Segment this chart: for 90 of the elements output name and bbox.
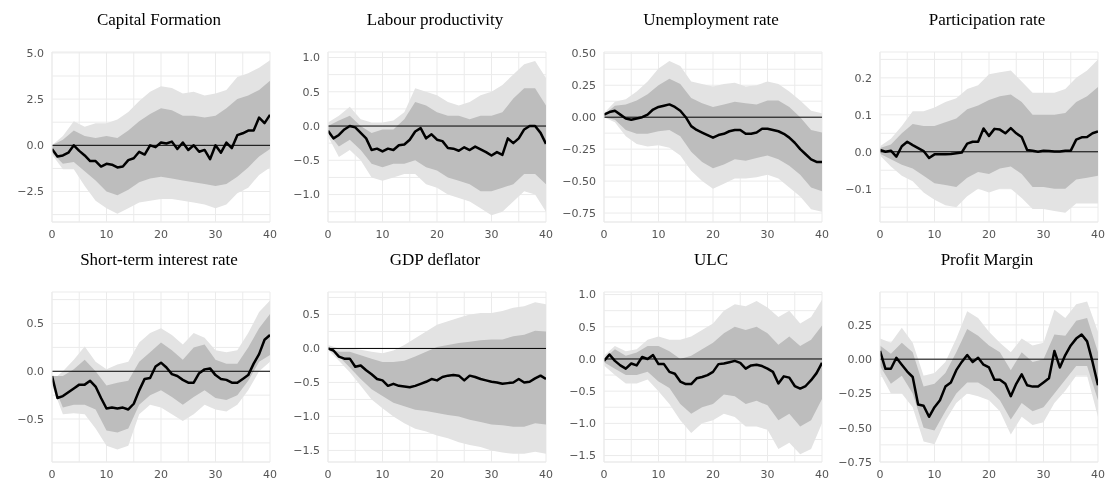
- chart-title: Short-term interest rate: [79, 249, 239, 271]
- y-tick-label: −0.75: [838, 455, 872, 469]
- x-tick-label: 20: [154, 227, 168, 241]
- x-tick-label: 30: [208, 467, 223, 481]
- x-tick-label: 0: [600, 227, 608, 241]
- y-tick-label: −2.5: [17, 185, 44, 199]
- x-tick-label: 10: [375, 227, 390, 241]
- line-series: [880, 333, 1098, 419]
- y-tick-label: 0.0: [302, 119, 320, 133]
- y-tick-label: 0.5: [26, 317, 44, 331]
- x-tick-label: 10: [927, 467, 942, 481]
- line-series: [52, 113, 270, 169]
- x-tick-label: 20: [706, 227, 720, 241]
- x-tick-label: 20: [982, 467, 996, 481]
- x-tick-label: 0: [600, 467, 608, 481]
- x-tick-label: 30: [484, 227, 499, 241]
- y-tick-label: −0.25: [838, 387, 872, 401]
- y-tick-label: 0.5: [302, 308, 320, 322]
- x-tick-label: 30: [484, 467, 499, 481]
- y-tick-label: −1.5: [569, 449, 596, 463]
- y-tick-label: 0.1: [854, 108, 872, 122]
- x-tick-label: 0: [48, 467, 56, 481]
- y-tick-label: 0.5: [578, 320, 596, 334]
- y-tick-label: 2.5: [26, 93, 44, 107]
- y-tick-label: −0.5: [293, 376, 320, 390]
- chart-title: GDP deflator: [388, 249, 482, 271]
- x-tick-label: 10: [99, 467, 114, 481]
- x-tick-label: 40: [815, 227, 829, 241]
- chart-title: Participation rate: [927, 9, 1047, 31]
- x-tick-label: 40: [539, 227, 553, 241]
- x-tick-label: 40: [263, 227, 277, 241]
- x-tick-label: 0: [876, 227, 884, 241]
- y-tick-label: −0.50: [562, 175, 596, 188]
- x-tick-label: 40: [539, 467, 553, 481]
- x-tick-label: 10: [651, 227, 666, 241]
- x-tick-label: 0: [324, 467, 332, 481]
- y-tick-label: −0.5: [17, 412, 44, 426]
- y-tick-label: 0.0: [854, 145, 872, 159]
- chart-title: ULC: [693, 249, 729, 271]
- y-tick-label: −0.75: [562, 206, 596, 220]
- x-tick-label: 30: [760, 227, 775, 241]
- y-tick-label: 0.25: [847, 318, 872, 332]
- x-tick-label: 10: [651, 467, 666, 481]
- x-tick-label: 0: [876, 467, 884, 481]
- y-tick-label: 0.00: [847, 353, 872, 367]
- chart-title: Labour productivity: [365, 9, 505, 31]
- x-tick-label: 10: [375, 467, 390, 481]
- x-tick-label: 20: [154, 467, 168, 481]
- x-tick-label: 40: [1091, 227, 1105, 241]
- x-tick-label: 20: [982, 227, 996, 241]
- line-series: [328, 124, 546, 157]
- y-tick-label: −0.5: [569, 385, 596, 399]
- y-tick-label: 0.5: [302, 85, 320, 99]
- x-tick-label: 40: [1091, 467, 1105, 481]
- chart-title: Unemployment rate: [642, 9, 780, 31]
- y-tick-label: −0.25: [562, 143, 596, 157]
- y-tick-label: 1.0: [302, 51, 320, 65]
- x-tick-label: 0: [48, 227, 56, 241]
- y-tick-label: 0.2: [854, 71, 872, 85]
- y-tick-label: 0.0: [26, 365, 44, 379]
- y-tick-label: 0.0: [578, 352, 596, 366]
- x-tick-label: 40: [815, 467, 829, 481]
- y-tick-label: −0.5: [293, 154, 320, 168]
- y-tick-label: 5.0: [26, 46, 44, 60]
- y-tick-label: 1.0: [578, 288, 596, 302]
- x-tick-label: 40: [263, 467, 277, 481]
- chart-title: Capital Formation: [95, 9, 223, 31]
- y-tick-label: −1.0: [293, 188, 320, 202]
- x-tick-label: 20: [430, 467, 444, 481]
- y-tick-label: −1.5: [293, 444, 320, 458]
- y-tick-label: −0.1: [845, 182, 872, 196]
- x-tick-label: 30: [1036, 467, 1051, 481]
- y-tick-label: 0.0: [26, 139, 44, 153]
- x-tick-label: 20: [706, 467, 720, 481]
- x-tick-label: 20: [430, 227, 444, 241]
- chart-title: Profit Margin: [939, 249, 1035, 271]
- y-tick-label: 0.25: [571, 79, 596, 93]
- y-tick-label: 0.00: [571, 111, 596, 125]
- x-tick-label: 10: [927, 227, 942, 241]
- x-tick-label: 10: [99, 227, 114, 241]
- x-tick-label: 30: [1036, 227, 1051, 241]
- y-tick-label: −1.0: [293, 410, 320, 424]
- y-tick-label: −1.0: [569, 417, 596, 431]
- y-tick-label: −0.50: [838, 421, 872, 435]
- y-tick-label: 0.0: [302, 342, 320, 356]
- x-tick-label: 30: [208, 227, 223, 241]
- x-tick-label: 30: [760, 467, 775, 481]
- x-tick-label: 0: [324, 227, 332, 241]
- y-tick-label: 0.50: [571, 47, 596, 61]
- line-series: [52, 333, 270, 411]
